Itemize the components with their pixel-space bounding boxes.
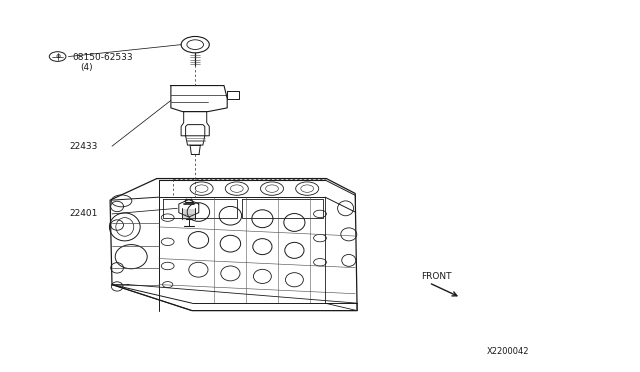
Text: ⊗: ⊗ [55, 54, 60, 59]
Text: (4): (4) [80, 63, 93, 72]
Text: FRONT: FRONT [421, 272, 452, 280]
Text: 08150-62533: 08150-62533 [72, 53, 133, 62]
Text: 22401: 22401 [69, 209, 97, 218]
Text: X2200042: X2200042 [486, 347, 529, 356]
Text: 22433: 22433 [69, 142, 97, 151]
